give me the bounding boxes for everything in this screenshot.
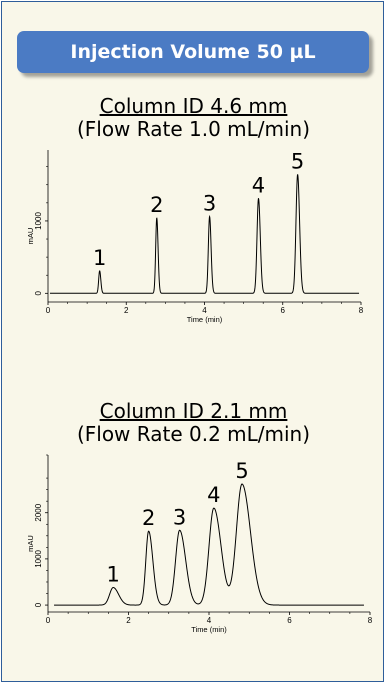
peak-label-4: 4: [207, 483, 220, 507]
x-axis-label: Time (min): [191, 625, 227, 634]
x-tick-label: 0: [46, 306, 51, 315]
chart2-title-block: Column ID 2.1 mm (Flow Rate 0.2 mL/min): [0, 400, 387, 446]
y-tick-label: 2000: [34, 503, 43, 521]
x-tick-label: 2: [124, 306, 129, 315]
y-tick-label: 0: [34, 602, 43, 607]
peak-label-5: 5: [235, 459, 248, 483]
chromatogram-trace: [54, 483, 364, 606]
y-axis-label: mAU: [26, 228, 35, 245]
x-tick-label: 6: [287, 616, 292, 625]
peak-label-3: 3: [203, 192, 216, 216]
x-axis-label: Time (min): [187, 315, 223, 324]
x-tick-label: 6: [281, 306, 286, 315]
chart1-title-block: Column ID 4.6 mm (Flow Rate 1.0 mL/min): [0, 95, 387, 141]
x-tick-label: 8: [368, 616, 373, 625]
y-tick-label: 1000: [34, 211, 43, 229]
chromatogram-4-6mm: 0 2 4 6 8 0 1000 Time (min) mAU 1 2 3 4 5: [26, 150, 364, 324]
peak-label-4: 4: [252, 173, 265, 197]
x-tick-label: 8: [359, 306, 364, 315]
peak-label-2: 2: [142, 506, 155, 530]
chart1-title: Column ID 4.6 mm: [99, 94, 288, 118]
peak-label-1: 1: [107, 563, 120, 587]
chromatogram-trace: [49, 174, 360, 294]
y-tick-label: 0: [34, 291, 43, 296]
peak-label-5: 5: [291, 150, 304, 174]
x-tick-label: 4: [202, 306, 207, 315]
peak-label-2: 2: [150, 193, 163, 217]
injection-volume-banner: Injection Volume 50 µL: [17, 31, 369, 73]
chart2-subtitle: (Flow Rate 0.2 mL/min): [76, 422, 311, 446]
chart1-subtitle: (Flow Rate 1.0 mL/min): [76, 117, 311, 141]
peak-label-1: 1: [93, 246, 106, 270]
y-tick-label: 1000: [34, 549, 43, 567]
x-tick-label: 2: [126, 616, 131, 625]
x-tick-label: 4: [207, 616, 212, 625]
chart2-title: Column ID 2.1 mm: [99, 399, 288, 423]
y-axis-label: mAU: [26, 535, 35, 552]
peak-label-3: 3: [173, 505, 186, 529]
x-tick-label: 0: [46, 616, 51, 625]
